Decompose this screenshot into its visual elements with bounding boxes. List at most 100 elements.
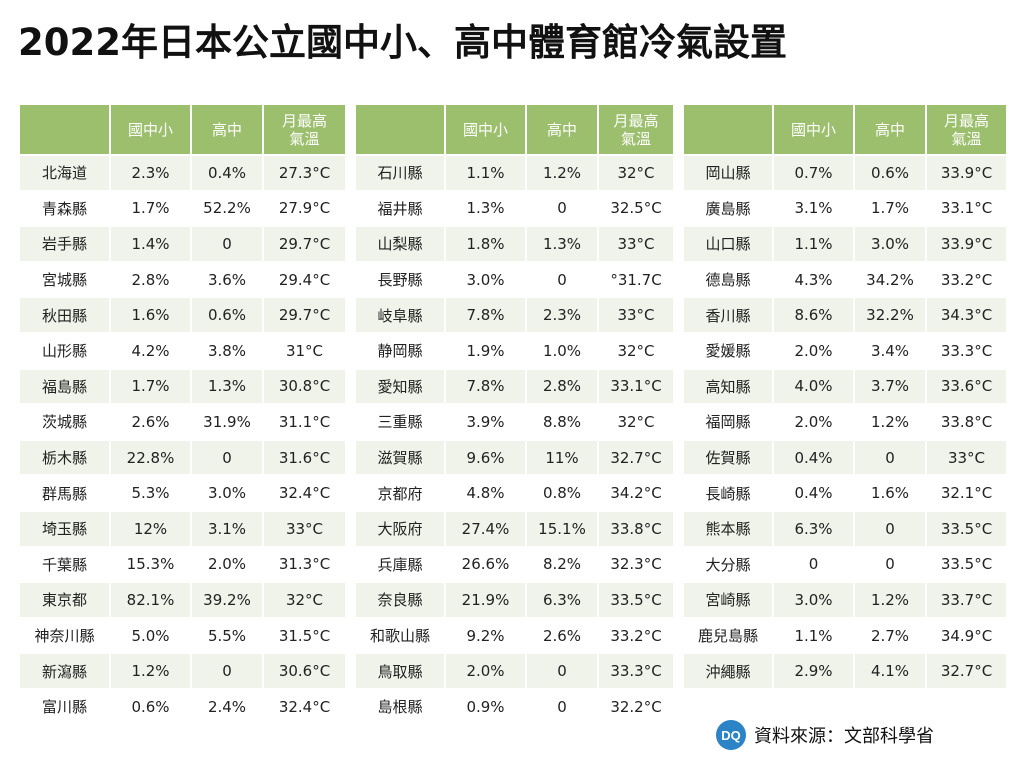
max-temp-cell: 33.3°C: [927, 333, 1006, 368]
prefecture-name-cell: 熊本縣: [684, 511, 772, 546]
table-row: 青森縣 1.7% 52.2% 27.9°C: [20, 191, 345, 226]
high-school-cell: 4.1%: [855, 654, 925, 688]
high-school-cell: 0: [192, 440, 262, 475]
prefecture-name-cell: 和歌山縣: [356, 618, 444, 653]
max-temp-cell: 31.6°C: [264, 440, 345, 475]
table-row: 山口縣 1.1% 3.0% 33.9°C: [684, 227, 1006, 261]
page-title: 2022年日本公立國中小、高中體育館冷氣設置: [18, 21, 787, 64]
table-row: 山形縣 4.2% 3.8% 31°C: [20, 333, 345, 368]
max-temp-cell: 33.6°C: [927, 369, 1006, 404]
max-temp-cell: 33.5°C: [927, 511, 1006, 546]
prefecture-name-cell: 静岡縣: [356, 333, 444, 368]
high-school-cell: 15.1%: [527, 511, 597, 546]
prefecture-name-cell: 鳥取縣: [356, 654, 444, 688]
prefecture-name-cell: 香川縣: [684, 298, 772, 332]
table-row: 兵庫縣 26.6% 8.2% 32.3°C: [356, 547, 673, 582]
prefecture-name-cell: 奈良縣: [356, 583, 444, 617]
table-row: 長野縣 3.0% 0 °31.7C: [356, 262, 673, 297]
header-high-school: 高中: [192, 105, 262, 154]
high-school-cell: 2.8%: [527, 369, 597, 404]
max-temp-cell: 33°C: [264, 511, 345, 546]
prefecture-name-cell: 石川縣: [356, 156, 444, 190]
elementary-junior-cell: 1.2%: [111, 654, 190, 688]
elementary-junior-cell: 15.3%: [111, 547, 190, 582]
prefecture-name-cell: 茨城縣: [20, 405, 109, 439]
high-school-cell: 0.6%: [855, 156, 925, 190]
table-row: 愛知縣 7.8% 2.8% 33.1°C: [356, 369, 673, 404]
table-row: 山梨縣 1.8% 1.3% 33°C: [356, 227, 673, 261]
prefecture-name-cell: 栃木縣: [20, 440, 109, 475]
high-school-cell: 0: [527, 654, 597, 688]
elementary-junior-cell: 5.3%: [111, 476, 190, 510]
prefecture-name-cell: 福井縣: [356, 191, 444, 226]
max-temp-cell: 33°C: [599, 298, 673, 332]
elementary-junior-cell: 21.9%: [446, 583, 525, 617]
high-school-cell: 1.2%: [855, 583, 925, 617]
table-row: 茨城縣 2.6% 31.9% 31.1°C: [20, 405, 345, 439]
prefecture-name-cell: 高知縣: [684, 369, 772, 404]
header-max-temp-line1: 月最高: [943, 111, 989, 130]
max-temp-cell: 34.9°C: [927, 618, 1006, 653]
elementary-junior-cell: 1.3%: [446, 191, 525, 226]
elementary-junior-cell: 4.0%: [774, 369, 853, 404]
elementary-junior-cell: 4.3%: [774, 262, 853, 297]
prefecture-name-cell: 福島縣: [20, 369, 109, 404]
prefecture-name-cell: 廣島縣: [684, 191, 772, 226]
elementary-junior-cell: 1.7%: [111, 191, 190, 226]
elementary-junior-cell: 7.8%: [446, 369, 525, 404]
high-school-cell: 3.0%: [855, 227, 925, 261]
table-row: 廣島縣 3.1% 1.7% 33.1°C: [684, 191, 1006, 226]
table-row: 佐賀縣 0.4% 0 33°C: [684, 440, 1006, 475]
header-max-temp-line1: 月最高: [613, 111, 659, 130]
table-row: 千葉縣 15.3% 2.0% 31.3°C: [20, 547, 345, 582]
table-row: 静岡縣 1.9% 1.0% 32°C: [356, 333, 673, 368]
elementary-junior-cell: 1.1%: [446, 156, 525, 190]
elementary-junior-cell: 22.8%: [111, 440, 190, 475]
elementary-junior-cell: 4.2%: [111, 333, 190, 368]
high-school-cell: 34.2%: [855, 262, 925, 297]
max-temp-cell: 31.3°C: [264, 547, 345, 582]
elementary-junior-cell: 9.2%: [446, 618, 525, 653]
header-max-temp-line2: 氣溫: [951, 129, 982, 148]
max-temp-cell: 33.2°C: [927, 262, 1006, 297]
table-header-row: 國中小 高中 月最高 氣溫: [356, 105, 673, 154]
elementary-junior-cell: 8.6%: [774, 298, 853, 332]
table-row: 岐阜縣 7.8% 2.3% 33°C: [356, 298, 673, 332]
prefecture-name-cell: 愛知縣: [356, 369, 444, 404]
high-school-cell: 2.4%: [192, 689, 262, 724]
header-max-temp: 月最高 氣溫: [599, 105, 673, 154]
header-elementary-junior: 國中小: [111, 105, 190, 154]
prefecture-name-cell: 富川縣: [20, 689, 109, 724]
max-temp-cell: 33.7°C: [927, 583, 1006, 617]
prefecture-name-cell: 大阪府: [356, 511, 444, 546]
high-school-cell: 3.4%: [855, 333, 925, 368]
max-temp-cell: 33.1°C: [599, 369, 673, 404]
prefecture-name-cell: 滋賀縣: [356, 440, 444, 475]
table-row: 福井縣 1.3% 0 32.5°C: [356, 191, 673, 226]
max-temp-cell: 32°C: [599, 156, 673, 190]
high-school-cell: 0: [855, 511, 925, 546]
high-school-cell: 0: [855, 547, 925, 582]
max-temp-cell: 33.5°C: [599, 583, 673, 617]
table-row: 奈良縣 21.9% 6.3% 33.5°C: [356, 583, 673, 617]
high-school-cell: 5.5%: [192, 618, 262, 653]
max-temp-cell: 32.2°C: [599, 689, 673, 724]
elementary-junior-cell: 1.8%: [446, 227, 525, 261]
prefecture-name-cell: 山梨縣: [356, 227, 444, 261]
table-row: 群馬縣 5.3% 3.0% 32.4°C: [20, 476, 345, 510]
prefecture-name-cell: 兵庫縣: [356, 547, 444, 582]
table-row: 富川縣 0.6% 2.4% 32.4°C: [20, 689, 345, 724]
table-row: 宮崎縣 3.0% 1.2% 33.7°C: [684, 583, 1006, 617]
elementary-junior-cell: 2.0%: [774, 405, 853, 439]
high-school-cell: 3.7%: [855, 369, 925, 404]
prefecture-name-cell: 北海道: [20, 156, 109, 190]
high-school-cell: 1.7%: [855, 191, 925, 226]
elementary-junior-cell: 1.7%: [111, 369, 190, 404]
high-school-cell: 0: [855, 440, 925, 475]
max-temp-cell: 30.8°C: [264, 369, 345, 404]
high-school-cell: 3.1%: [192, 511, 262, 546]
high-school-cell: 3.8%: [192, 333, 262, 368]
high-school-cell: 8.8%: [527, 405, 597, 439]
elementary-junior-cell: 1.1%: [774, 227, 853, 261]
elementary-junior-cell: 7.8%: [446, 298, 525, 332]
